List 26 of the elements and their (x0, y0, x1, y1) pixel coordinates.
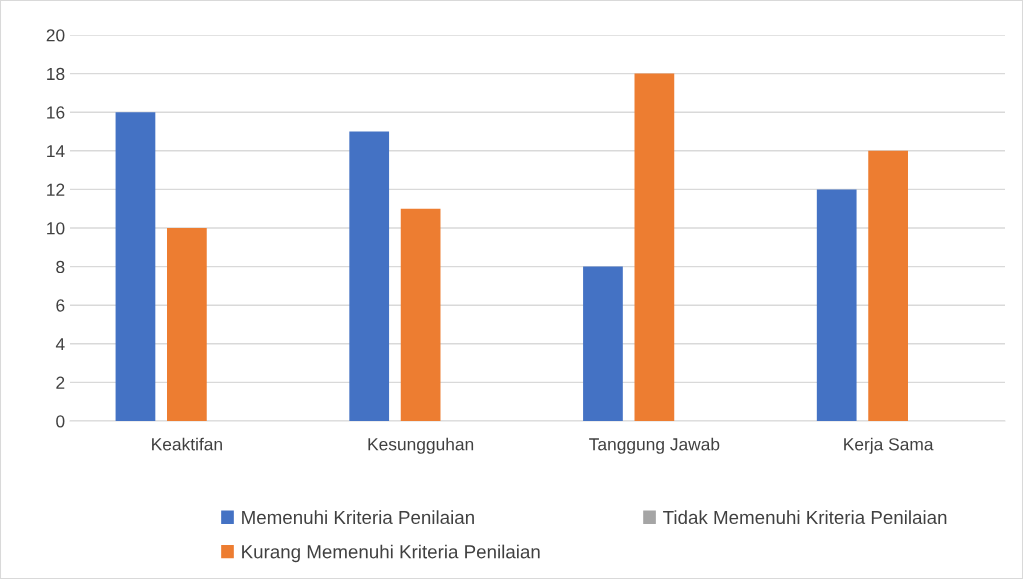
bar (400, 208, 441, 421)
bar (816, 189, 857, 421)
x-tick-label: Keaktifan (152, 437, 222, 451)
y-tick-label: 14 (47, 145, 65, 158)
bar (167, 228, 207, 421)
y-tick-label: 4 (55, 338, 65, 351)
y-tick-label: 8 (56, 260, 65, 274)
y-tick-label: 0 (56, 415, 65, 428)
bar (634, 73, 675, 421)
y-tick-label: 12 (47, 183, 65, 196)
x-tick-label: Kerja Sama (844, 437, 934, 454)
bar (583, 266, 623, 421)
legend-label: Kurang Memenuhi Kriteria Penilaian (242, 544, 540, 563)
bar (349, 131, 390, 421)
y-tick-label: 16 (47, 106, 65, 119)
legend-label: Memenuhi Kriteria Penilaian (242, 510, 474, 525)
y-tick-label: 6 (56, 299, 65, 312)
bar (868, 150, 908, 421)
x-tick-label: Kesungguhan (368, 437, 474, 454)
y-tick-label: 18 (47, 67, 65, 81)
y-tick-label: 10 (47, 222, 65, 235)
y-tick-label: 20 (46, 29, 65, 42)
legend-label: Tidak Memenuhi Kriteria Penilaian (663, 510, 947, 525)
y-tick-label: 2 (56, 376, 65, 389)
bar (115, 112, 156, 421)
x-tick-label: Tanggung Jawab (589, 437, 720, 454)
